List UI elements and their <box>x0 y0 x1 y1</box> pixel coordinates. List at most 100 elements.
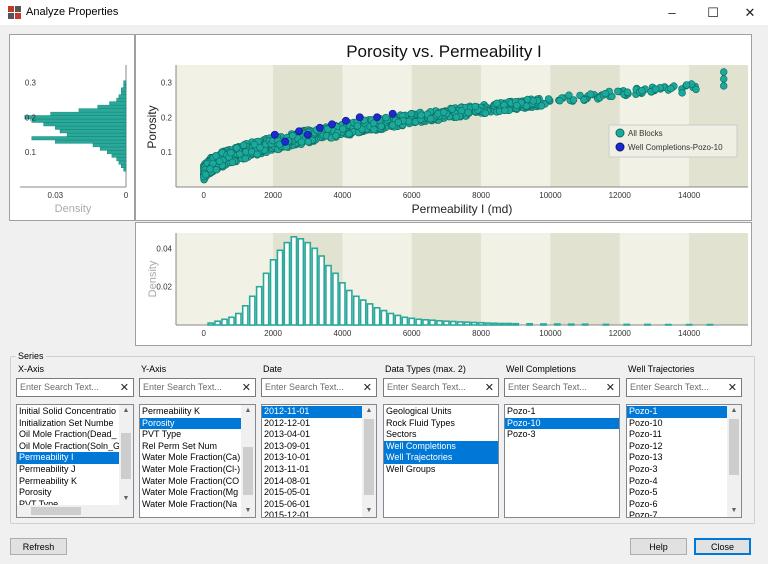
data-point <box>481 109 490 117</box>
data-point <box>239 141 248 149</box>
list-item[interactable]: Initial Solid Concentratio <box>19 406 117 416</box>
list-box[interactable]: Geological Units Rock Fluid Types Sectors W… <box>383 404 499 518</box>
list-item[interactable]: Porosity <box>140 417 241 430</box>
clear-search-icon[interactable]: ✕ <box>484 382 494 394</box>
scroll-up-icon[interactable]: ▲ <box>244 407 252 414</box>
list-item[interactable]: Pozo-11 <box>629 429 662 440</box>
help-button[interactable]: Help <box>630 538 687 555</box>
horizontal-scrollbar[interactable] <box>17 505 119 517</box>
clear-search-icon[interactable]: ✕ <box>119 382 129 394</box>
close-button[interactable]: Close <box>694 538 751 555</box>
maximize-button[interactable]: ☐ <box>707 4 719 20</box>
list-item[interactable]: Rock Fluid Types <box>386 417 455 428</box>
search-input[interactable]: Enter Search Text... ✕ <box>16 378 134 397</box>
search-input[interactable]: Enter Search Text... ✕ <box>383 378 499 397</box>
list-item[interactable]: Pozo-3 <box>507 429 536 440</box>
list-item[interactable]: 2015-05-01 <box>264 487 311 498</box>
list-item[interactable]: 2013-11-01 <box>264 463 310 474</box>
list-item[interactable]: Pozo-7 <box>629 510 658 518</box>
list-item[interactable]: Oil Mole Fraction(Dead_ <box>19 429 117 440</box>
list-item[interactable]: Pozo-13 <box>629 452 663 463</box>
list-item[interactable]: Water Mole Fraction(Na <box>142 498 238 509</box>
list-item[interactable]: Rel Perm Set Num <box>142 440 218 451</box>
scroll-up-icon[interactable]: ▲ <box>730 407 738 414</box>
clear-search-icon[interactable]: ✕ <box>241 382 251 394</box>
list-item[interactable]: Porosity <box>19 487 52 498</box>
scroll-thumb[interactable] <box>31 507 81 515</box>
list-item[interactable]: Initialization Set Numbe <box>19 417 114 428</box>
list-item[interactable]: Oil Mole Fraction(Soln_G <box>19 440 119 451</box>
list-item[interactable]: 2015-12-01 <box>264 510 311 518</box>
list-item[interactable]: 2013-09-01 <box>264 440 311 451</box>
list-item[interactable]: Pozo-12 <box>629 440 663 451</box>
data-point <box>394 118 402 127</box>
vertical-scrollbar[interactable]: ▲ ▼ <box>119 405 133 517</box>
search-input[interactable]: Enter Search Text... ✕ <box>139 378 256 397</box>
list-item[interactable]: 2014-08-01 <box>264 475 311 486</box>
clear-search-icon[interactable]: ✕ <box>605 382 615 394</box>
data-point <box>256 143 264 152</box>
search-input[interactable]: Enter Search Text... ✕ <box>626 378 742 397</box>
list-item[interactable]: PVT Type <box>19 498 59 509</box>
list-item[interactable]: Pozo-6 <box>629 498 658 509</box>
list-item[interactable]: Permeability K <box>19 475 78 486</box>
list-box[interactable]: Initial Solid Concentratio Initialization… <box>16 404 134 518</box>
list-item[interactable]: Water Mole Fraction(Mg <box>142 487 239 498</box>
list-item[interactable]: 2012-12-01 <box>264 417 311 428</box>
vertical-scrollbar[interactable]: ▲ ▼ <box>727 405 741 517</box>
list-item[interactable]: Water Mole Fraction(Cl-) <box>142 463 241 474</box>
list-box[interactable]: 2012-11-01 2012-12-01 2013-04-01 2013-09-01… <box>261 404 377 518</box>
list-item[interactable]: Water Mole Fraction(Ca) <box>142 452 241 463</box>
refresh-button[interactable]: Refresh <box>10 538 67 555</box>
list-item[interactable]: Pozo-5 <box>629 487 658 498</box>
scroll-down-icon[interactable]: ▼ <box>244 507 252 514</box>
list-item[interactable]: Pozo-4 <box>629 475 658 486</box>
list-box[interactable]: Pozo-1 Pozo-10 Pozo-11 Pozo-12 Pozo-13 Pozo-3… <box>626 404 742 518</box>
list-box[interactable]: Pozo-1 Pozo-10 Pozo-3 <box>504 404 620 518</box>
scroll-up-icon[interactable]: ▲ <box>365 407 373 414</box>
vertical-scrollbar[interactable]: ▲ ▼ <box>362 405 376 517</box>
list-item[interactable]: Well Groups <box>386 463 436 474</box>
scroll-thumb[interactable] <box>243 447 253 495</box>
list-item[interactable]: Pozo-1 <box>507 406 536 416</box>
scroll-up-icon[interactable]: ▲ <box>122 407 130 414</box>
scroll-thumb[interactable] <box>121 433 131 479</box>
close-window-button[interactable]: ✕ <box>744 4 756 20</box>
scroll-thumb[interactable] <box>364 419 374 495</box>
list-item[interactable]: Well Trajectories <box>384 452 498 464</box>
scroll-down-icon[interactable]: ▼ <box>122 495 130 502</box>
list-item[interactable]: 2013-10-01 <box>264 452 311 463</box>
data-point <box>215 157 224 165</box>
search-input[interactable]: Enter Search Text... ✕ <box>504 378 620 397</box>
list-item[interactable]: 2015-06-01 <box>264 498 311 509</box>
list-item[interactable]: Pozo-3 <box>629 463 658 474</box>
series-group <box>10 356 755 524</box>
list-item[interactable]: Well Completions <box>384 440 498 453</box>
list-box[interactable]: Permeability K Porosity PVT Type Rel Perm S… <box>139 404 256 518</box>
list-item[interactable]: 2012-11-01 <box>262 406 362 418</box>
list-item[interactable]: Geological Units <box>386 406 452 416</box>
search-input[interactable]: Enter Search Text... ✕ <box>261 378 377 397</box>
list-item[interactable]: Permeability J <box>19 463 76 474</box>
list-item[interactable]: Permeability K <box>142 406 201 416</box>
list-item[interactable]: PVT Type <box>142 429 182 440</box>
list-item[interactable]: Water Mole Fraction(CO <box>142 475 240 486</box>
list-item[interactable]: Permeability I <box>17 452 119 464</box>
list-item[interactable]: Pozo-10 <box>505 417 619 430</box>
minimize-button[interactable]: – <box>668 5 676 20</box>
list-item[interactable]: Pozo-10 <box>629 417 663 428</box>
scatter-chart[interactable]: 0 2000 4000 6000 8000 10000 12000 14000 0.1 0.2 0.… <box>136 35 753 222</box>
scroll-thumb[interactable] <box>729 419 739 475</box>
scroll-down-icon[interactable]: ▼ <box>365 507 373 514</box>
histogram-bar <box>332 272 339 326</box>
x-tick-label: 4000 <box>334 329 352 338</box>
clear-search-icon[interactable]: ✕ <box>362 382 372 394</box>
density-bar <box>116 97 127 102</box>
data-point <box>692 85 700 94</box>
list-item[interactable]: Sectors <box>386 429 417 440</box>
list-item[interactable]: Pozo-1 <box>627 406 727 418</box>
list-item[interactable]: 2013-04-01 <box>264 429 311 440</box>
scroll-down-icon[interactable]: ▼ <box>730 507 738 514</box>
vertical-scrollbar[interactable]: ▲ ▼ <box>241 405 255 517</box>
clear-search-icon[interactable]: ✕ <box>727 382 737 394</box>
